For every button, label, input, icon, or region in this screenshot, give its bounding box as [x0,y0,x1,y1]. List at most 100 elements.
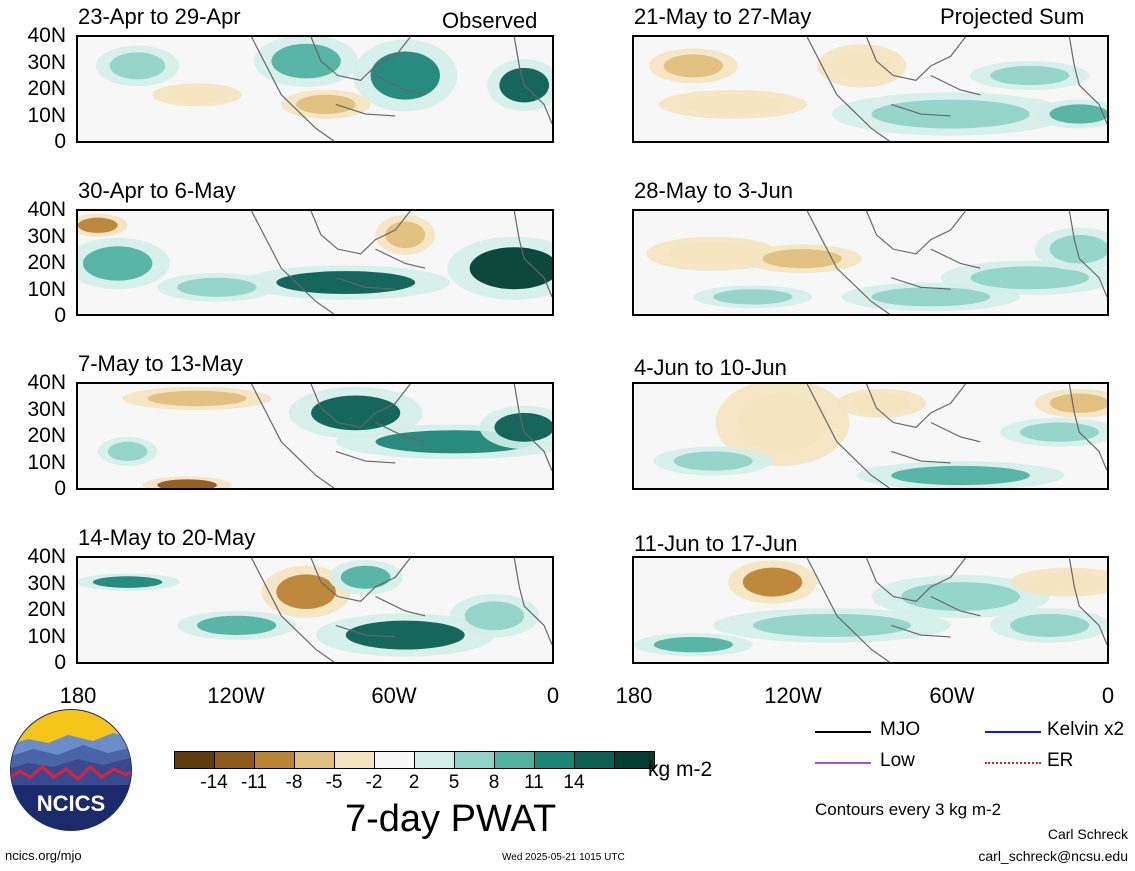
pwat-anomaly-patch [107,441,148,462]
coastline [251,384,552,488]
pwat-anomaly-patch [296,94,356,115]
pwat-anomaly-patch [663,54,724,78]
pwat-anomaly-patch [147,390,247,407]
colorbar-cell [574,751,615,769]
colorbar-tick-label: -2 [365,772,383,793]
colorbar-tick-label: 14 [563,772,585,793]
colorbar-tick-label: -8 [285,772,303,793]
lat-label: 10N [27,624,66,648]
pwat-anomaly-patch [891,465,1030,486]
pwat-anomaly-patch [276,574,336,610]
colorbar-cell [414,751,455,769]
lat-label: 20N [27,598,66,621]
lat-label: 30N [27,397,66,421]
lat-label: 10N [27,277,66,301]
lat-label: 0 [54,130,66,153]
pwat-anomaly-patch [752,613,912,637]
er-legend-label: ER [1047,750,1074,771]
pwat-anomaly-patch [311,395,401,431]
panel-title: 30-Apr to 6-May [78,178,236,203]
lat-label: 40N [27,371,66,394]
pwat-map [78,558,552,662]
map-panel [76,382,554,490]
footer-timestamp: Wed 2025-05-21 1015 UTC [502,852,625,863]
lon-label: 120W [207,683,265,708]
colorbar-tick-label: 5 [448,772,460,793]
map-panel [76,209,554,316]
ncics-logo: NCICS [8,707,134,833]
colorbar-tick-label: 2 [408,772,420,793]
logo-text: NCICS [37,791,105,816]
pwat-map [78,384,552,488]
lat-label: 30N [27,571,66,595]
footer-url: ncics.org/mjo [5,848,82,863]
colorbar-cell [174,751,215,769]
pwat-anomaly-patch [1029,572,1107,592]
colorbar-tick-label: -5 [325,772,343,793]
pwat-anomaly-patch [167,87,227,103]
pwat-anomaly-patch [1049,234,1107,264]
colorbar-tick-label: -11 [240,772,268,793]
pwat-anomaly-patch [370,51,440,100]
lon-label: 60W [371,683,417,708]
coastline [806,37,1107,141]
map-panel [632,35,1109,143]
pwat-anomaly-patch [990,65,1070,86]
map-panel [632,209,1109,316]
pwat-anomaly-patch [737,393,827,452]
pwat-anomaly-patch [276,271,416,294]
lat-label: 0 [54,477,66,500]
contour-note: Contours every 3 kg m-2 [815,800,1002,819]
observed-column-label: Observed [442,8,538,33]
pwat-anomaly-patch [871,99,1030,129]
kelvin-legend-line [985,731,1041,733]
pwat-anomaly-patch [901,582,1020,611]
pwat-anomaly-patch [1019,422,1100,442]
footer-author: Carl Schreck [1047,826,1128,842]
pwat-anomaly-patch [1049,104,1107,124]
coastline [251,558,552,662]
panel-title: 11-Jun to 17-Jun [634,531,798,556]
map-panel [632,382,1109,490]
pwat-anomaly-patch [157,479,217,488]
colorbar-tick-label: -14 [200,772,228,793]
pwat-anomaly-patch [345,620,465,650]
colorbar-cell [334,751,375,769]
colorbar-cell [254,751,295,769]
panel-title: 23-Apr to 29-Apr [78,4,241,29]
lat-label: 20N [27,251,66,274]
er-legend-line [985,762,1041,764]
map-panel [632,556,1109,664]
low-legend-line [815,762,871,764]
pwat-anomaly-patch [683,94,783,115]
pwat-map [634,384,1107,488]
pwat-anomaly-patch [1049,393,1107,413]
lon-label: 0 [546,683,560,708]
lat-label: 40N [27,545,66,568]
pwat-map [634,211,1107,314]
pwat-anomaly-patch [970,266,1090,290]
pwat-anomaly-patch [1010,613,1090,637]
lat-label: 0 [54,651,66,674]
pwat-anomaly-patch [82,246,153,281]
colorbar-cell [294,751,335,769]
colorbar [174,751,655,769]
colorbar-units: kg m-2 [648,758,713,781]
colorbar-tick-label: 8 [488,772,500,793]
lat-label: 0 [54,304,66,327]
footer-email: carl_schreck@ncsu.edu [978,848,1128,864]
coastline [806,211,1107,314]
lat-label: 30N [27,224,66,248]
coastline [806,558,1107,662]
panel-title: 28-May to 3-Jun [634,178,793,203]
mjo-legend-line [815,731,871,733]
map-panel [76,35,554,143]
pwat-anomaly-patch [464,601,525,631]
projected-column-label: Projected Sum [940,4,1085,29]
lon-label: 180 [615,683,653,708]
colorbar-cell [534,751,575,769]
lat-label: 40N [27,24,66,47]
pwat-map [634,558,1107,662]
colorbar-cell [454,751,495,769]
low-legend-label: Low [880,750,915,771]
